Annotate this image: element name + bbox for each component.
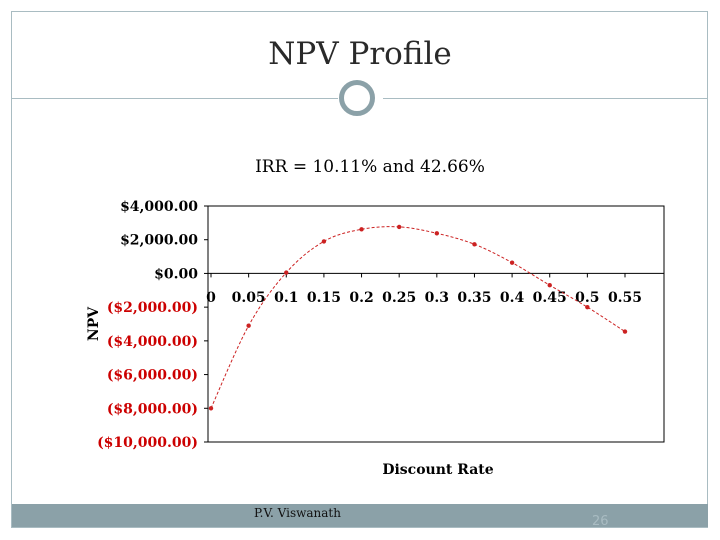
author-name: P.V. Viswanath <box>254 506 341 520</box>
divider-ring-icon <box>339 80 375 116</box>
y-tick-label: $2,000.00 <box>120 233 198 249</box>
npv-data-point <box>509 260 515 265</box>
x-axis-title: Discount Rate <box>382 462 493 478</box>
x-tick-label: 0.5 <box>575 290 599 306</box>
slide-title: NPV Profile <box>268 36 452 72</box>
x-tick-label: 0.15 <box>307 290 341 306</box>
npv-data-point <box>359 227 364 232</box>
x-tick-label: 0.1 <box>274 290 298 306</box>
x-tick-label: 0.55 <box>608 290 642 306</box>
npv-data-point <box>284 270 289 275</box>
y-tick-label: ($2,000.00) <box>107 300 198 316</box>
footer-bar <box>12 504 708 527</box>
npv-data-point <box>396 224 402 230</box>
plot-area: $4,000.00 $2,000.00 $0.00 ($2,000.00) ($4,00… <box>86 199 665 478</box>
y-tick-label: $0.00 <box>154 266 198 282</box>
npv-series-line <box>210 226 626 409</box>
x-tick-label: 0 <box>206 290 216 306</box>
y-axis-title: NPV <box>86 306 102 341</box>
x-tick-label: 0.25 <box>382 290 416 306</box>
npv-data-point <box>547 283 552 288</box>
x-tick-label: 0.3 <box>425 290 449 306</box>
plot-border <box>207 205 665 443</box>
y-tick-label: ($10,000.00) <box>97 435 198 451</box>
npv-data-point <box>246 323 251 328</box>
y-tick-label: ($4,000.00) <box>107 334 198 350</box>
npv-data-point <box>585 304 590 310</box>
page-number: 26 <box>592 514 609 529</box>
npv-data-point <box>622 329 628 334</box>
x-tick-label: 0.2 <box>349 290 373 306</box>
y-tick-label: $4,000.00 <box>120 199 198 215</box>
x-tick-label: 0.05 <box>232 290 266 306</box>
title-divider-right <box>383 98 708 99</box>
x-tick-label: 0.45 <box>533 290 567 306</box>
title-divider-left <box>11 98 338 99</box>
y-tick-label: ($6,000.00) <box>107 368 198 384</box>
npv-data-point <box>472 242 477 247</box>
npv-data-point <box>321 239 327 244</box>
x-tick-label: 0.35 <box>457 290 491 306</box>
y-tick-label: ($8,000.00) <box>107 401 198 417</box>
npv-data-point <box>208 406 214 411</box>
x-tick-label: 0.4 <box>500 290 525 306</box>
npv-data-point <box>434 231 440 236</box>
slide-frame <box>11 11 708 528</box>
irr-subtitle: IRR = 10.11% and 42.66% <box>255 157 485 177</box>
